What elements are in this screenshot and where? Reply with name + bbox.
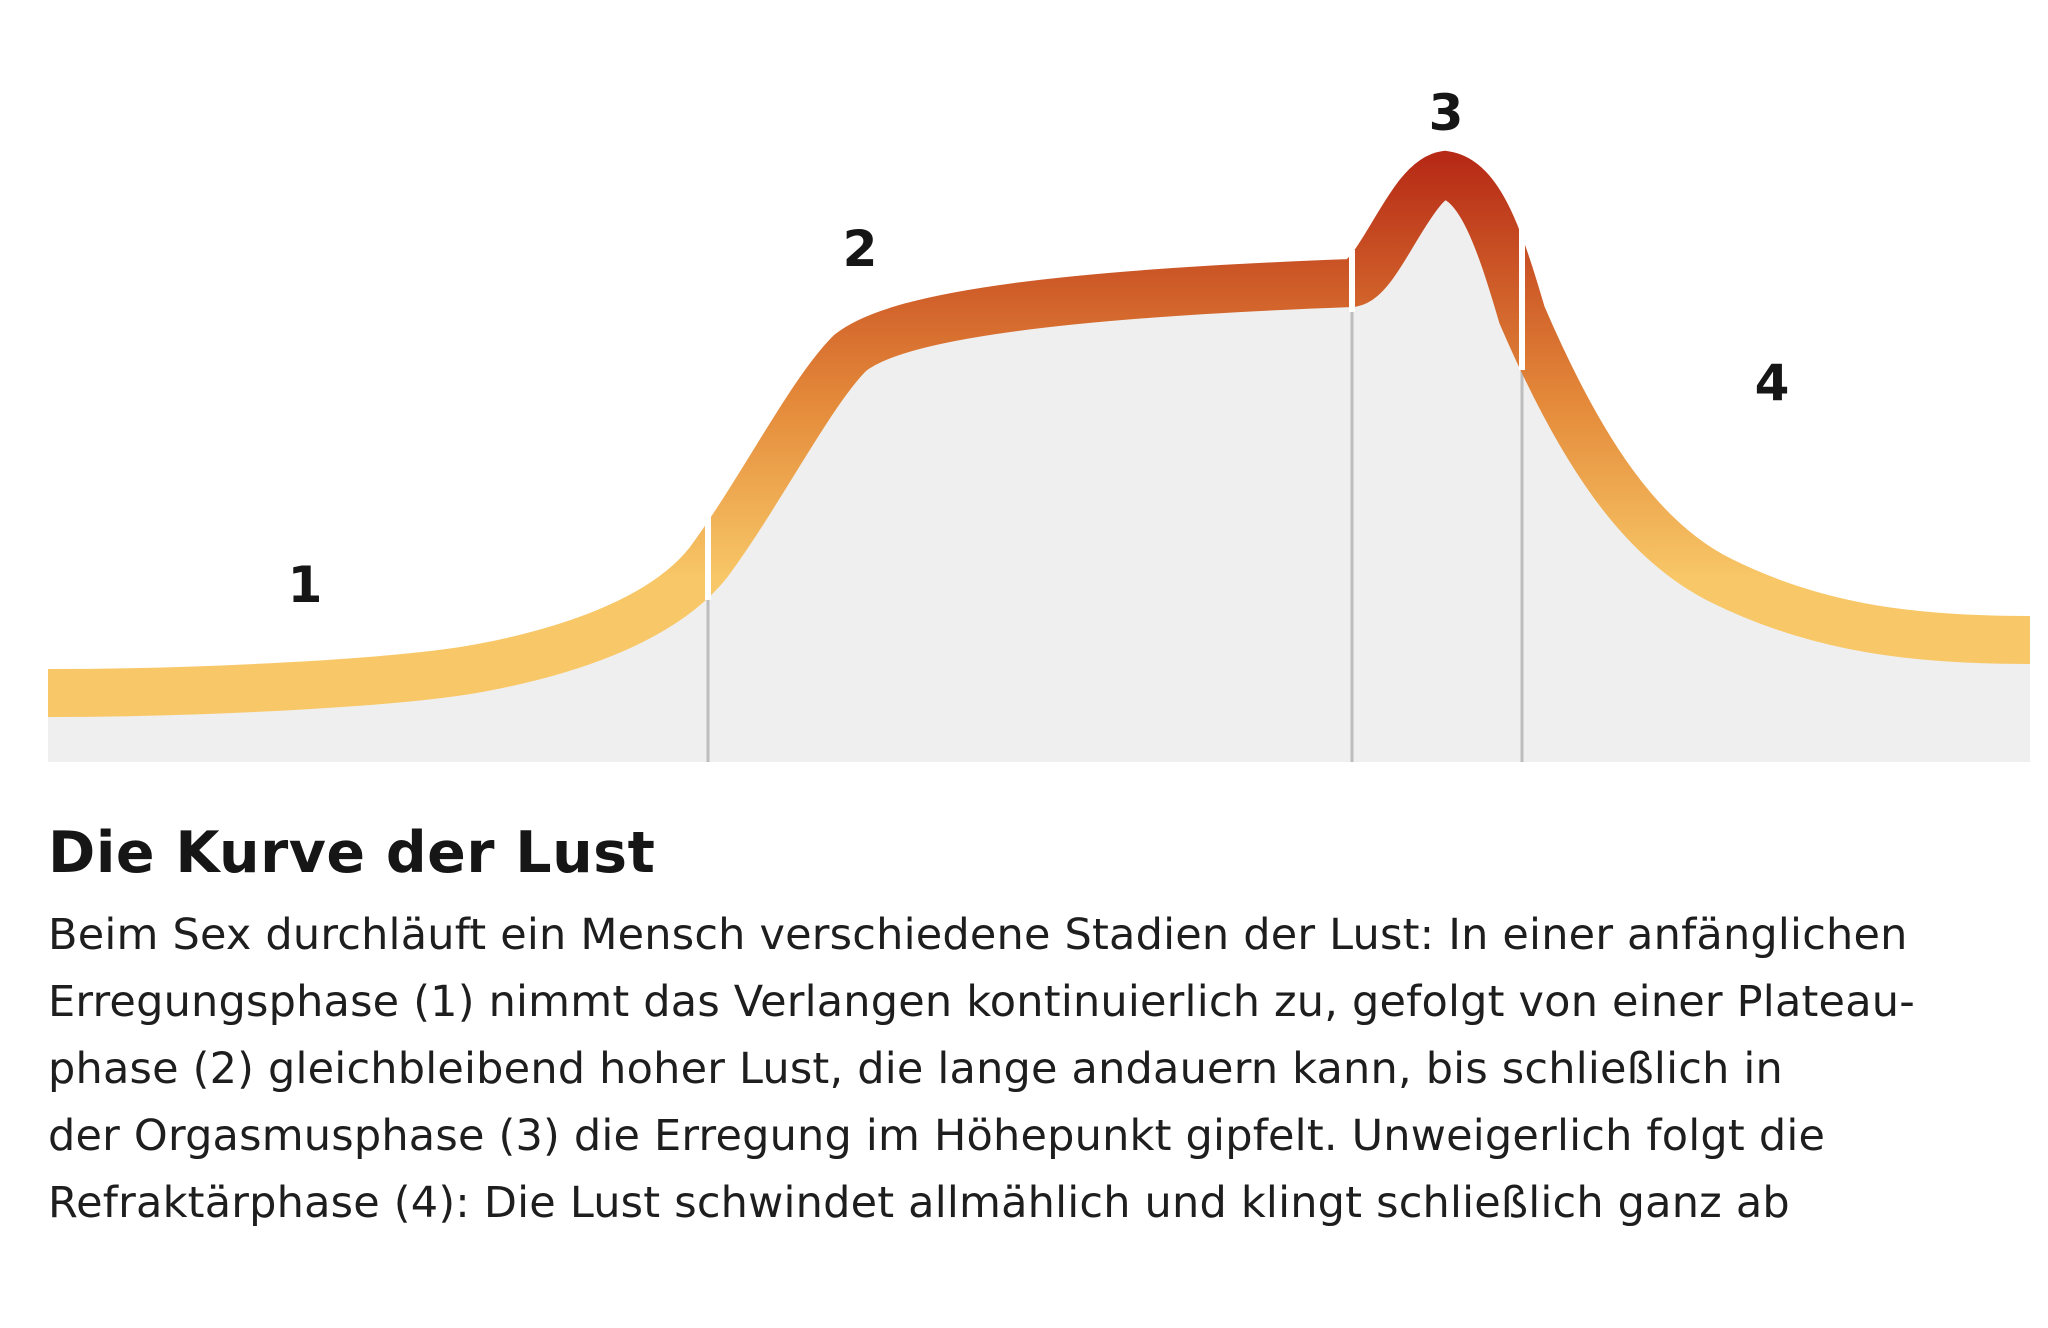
- lust-curve-diagram: 1 2 3 4: [47, 84, 2031, 762]
- caption-line: phase (2) gleichbleibend hoher Lust, die…: [48, 1044, 1783, 1094]
- phase-dividers: [706, 300, 1524, 762]
- caption-line: der Orgasmusphase (3) die Erregung im Hö…: [48, 1111, 1826, 1161]
- caption-line: Erregungsphase (1) nimmt das Verlangen k…: [48, 977, 1915, 1027]
- arousal-curve: [47, 150, 2031, 717]
- area-under-curve: [48, 195, 2030, 762]
- caption-line: Refraktärphase (4): Die Lust schwindet a…: [48, 1178, 1790, 1228]
- phase-gaps: [705, 225, 1525, 600]
- phase-label-4: 4: [1755, 354, 1790, 412]
- caption-title: Die Kurve der Lust: [48, 820, 656, 886]
- caption-line: Beim Sex durchläuft ein Mensch verschied…: [48, 910, 1908, 960]
- caption: Die Kurve der Lust Beim Sex durchläuft e…: [48, 820, 2038, 1237]
- phase-label-2: 2: [843, 220, 878, 278]
- phase-label-1: 1: [288, 556, 323, 614]
- caption-body: Beim Sex durchläuft ein Mensch verschied…: [48, 902, 2038, 1237]
- phase-label-3: 3: [1429, 84, 1464, 142]
